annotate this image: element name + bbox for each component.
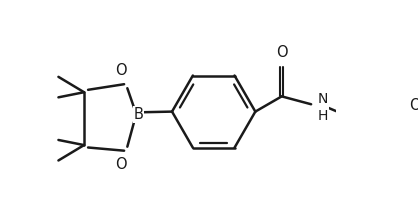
Text: O: O <box>276 45 288 60</box>
Text: B: B <box>134 107 143 122</box>
Text: N
H: N H <box>318 92 328 123</box>
Text: O: O <box>409 97 418 113</box>
Text: O: O <box>115 63 127 78</box>
Text: O: O <box>115 157 127 172</box>
